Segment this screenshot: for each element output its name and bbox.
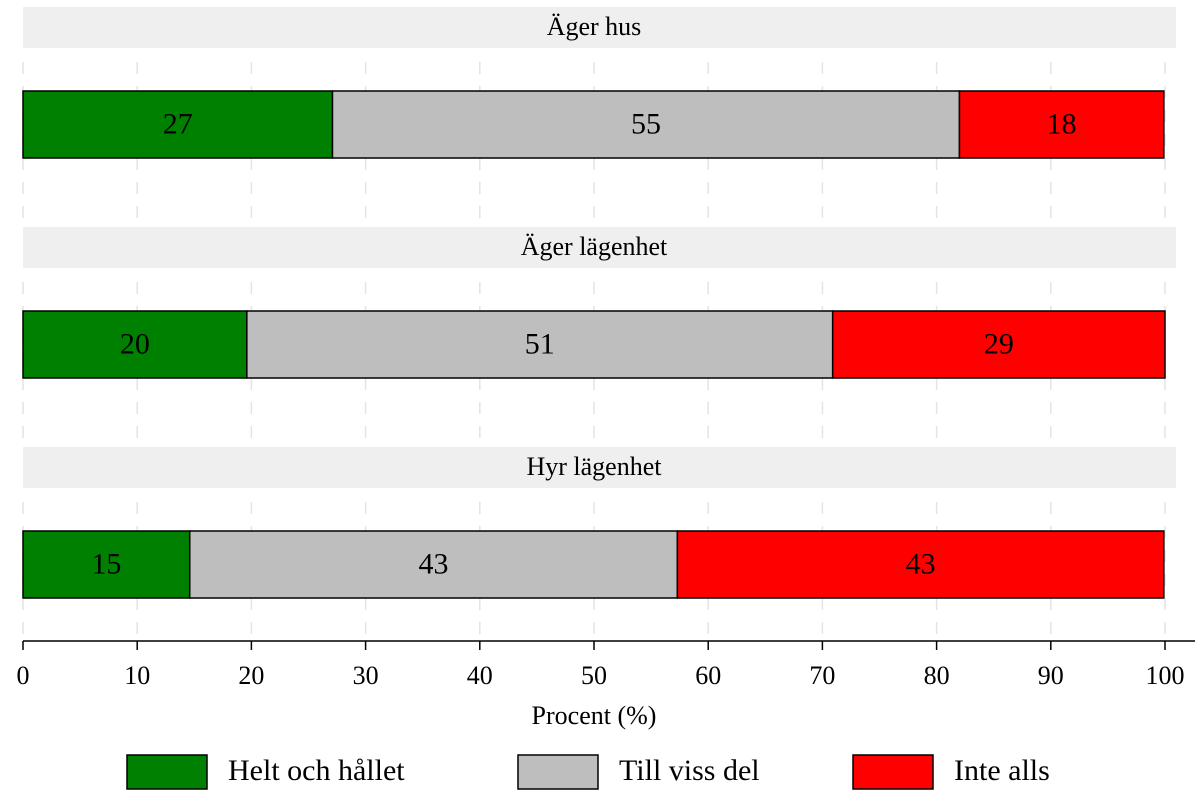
bar-segment	[676, 530, 1165, 599]
facet-strip	[23, 227, 1176, 268]
facet-title: Äger hus	[547, 12, 642, 41]
bar-segment	[831, 310, 1166, 379]
data-label: 27	[163, 107, 193, 140]
legend-swatch	[126, 754, 208, 790]
data-label: 15	[91, 547, 121, 580]
data-label: 55	[631, 107, 661, 140]
facet-strip	[23, 447, 1176, 488]
bar-segment	[22, 530, 191, 599]
x-tick-label: 40	[467, 661, 493, 690]
x-axis-label: Procent (%)	[532, 701, 657, 730]
legend-swatch	[517, 754, 599, 790]
facet-title: Äger lägenhet	[521, 232, 668, 261]
legend-label: Helt och hållet	[228, 754, 405, 787]
x-tick-label: 20	[238, 661, 264, 690]
x-tick-label: 0	[17, 661, 30, 690]
data-label: 29	[984, 327, 1014, 360]
legend-label: Inte alls	[954, 754, 1050, 787]
x-tick-label: 60	[695, 661, 721, 690]
x-tick-label: 70	[809, 661, 835, 690]
data-label: 18	[1047, 107, 1077, 140]
bar-segment	[22, 90, 334, 159]
x-tick-label: 100	[1146, 661, 1185, 690]
data-label: 51	[525, 327, 555, 360]
facet-title: Hyr lägenhet	[526, 452, 662, 481]
bar-segment	[246, 310, 834, 379]
legend-label: Till viss del	[619, 754, 760, 787]
x-tick-label: 10	[124, 661, 150, 690]
data-label: 20	[120, 327, 150, 360]
data-label: 43	[906, 547, 936, 580]
x-tick-label: 80	[924, 661, 950, 690]
x-tick-label: 30	[353, 661, 379, 690]
x-tick-label: 90	[1038, 661, 1064, 690]
legend-swatch	[852, 754, 934, 790]
data-label: 43	[419, 547, 449, 580]
facet-strip	[23, 7, 1176, 48]
x-tick-label: 50	[581, 661, 607, 690]
bar-segment	[958, 90, 1165, 159]
